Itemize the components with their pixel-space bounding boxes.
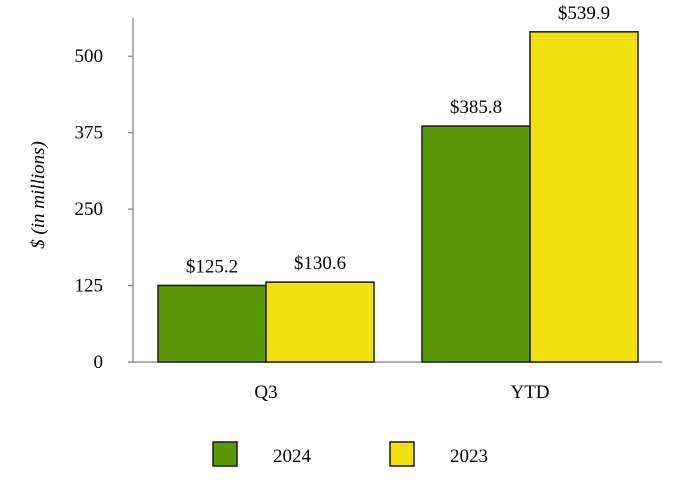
data-label-2024-ytd: $385.8 <box>450 97 502 118</box>
y-axis-label: $ (in millions) <box>28 141 49 249</box>
y-tick-label: 375 <box>75 123 104 144</box>
bar-2023-q3 <box>265 281 375 363</box>
legend: 2024 2023 <box>212 441 488 467</box>
bar-2024-q3 <box>157 284 267 363</box>
bar-2024-ytd <box>421 125 531 363</box>
chart-bars <box>157 31 639 363</box>
legend-label-2024: 2024 <box>273 446 312 467</box>
data-label-2023-ytd: $539.9 <box>558 3 610 24</box>
category-labels: Q3 YTD <box>254 382 549 403</box>
y-tick-label: 0 <box>94 352 104 373</box>
legend-label-2023: 2023 <box>450 446 488 467</box>
legend-swatch-2024 <box>212 441 238 467</box>
y-axis-ticks: 0 125 250 375 500 <box>75 46 133 373</box>
y-tick-label: 250 <box>75 199 104 220</box>
y-tick-label: 500 <box>75 46 104 67</box>
y-tick-label: 125 <box>75 276 104 297</box>
x-category-label: YTD <box>510 382 549 403</box>
legend-swatch-2023 <box>389 441 415 467</box>
bar-2023-ytd <box>529 31 639 363</box>
data-labels: $125.2 $130.6 $385.8 $539.9 <box>186 3 610 278</box>
data-label-2024-q3: $125.2 <box>186 256 238 277</box>
data-label-2023-q3: $130.6 <box>294 253 346 274</box>
x-category-label: Q3 <box>254 382 277 403</box>
